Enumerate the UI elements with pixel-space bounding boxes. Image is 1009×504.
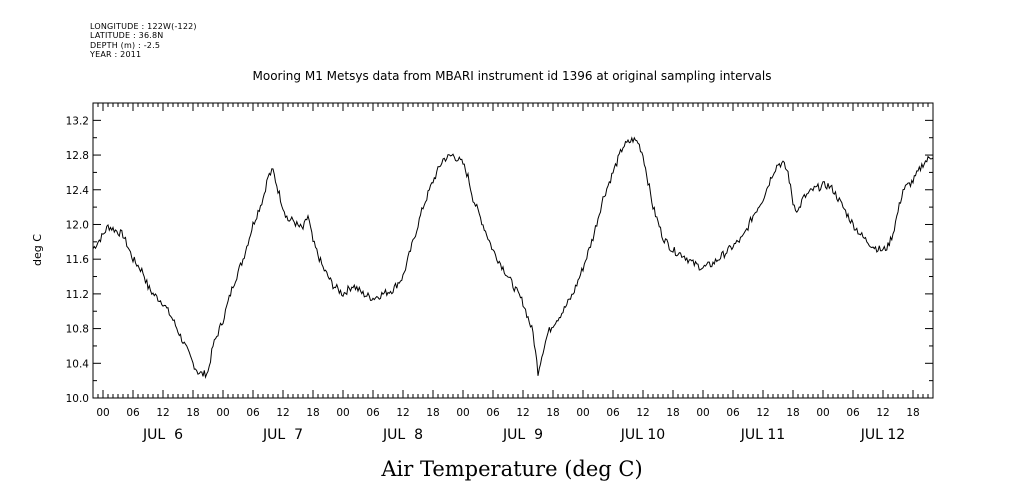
x-tick-label: 06	[726, 407, 740, 419]
day-label: JUL 7	[262, 427, 303, 443]
y-axis-label: deg C	[31, 234, 44, 266]
x-tick-label: 12	[756, 407, 769, 419]
x-tick-label: 06	[846, 407, 860, 419]
x-tick-label: 06	[366, 407, 380, 419]
day-label: JUL 9	[502, 427, 543, 443]
plot-frame	[92, 102, 934, 399]
y-tick-label: 10.0	[66, 393, 89, 405]
day-labels: JUL 6 JUL 7 JUL 8 JUL 9 JUL 10 JUL 11 JUL 12	[142, 427, 905, 443]
y-tick-label: 12.0	[66, 219, 89, 231]
x-tick-label: 12	[636, 407, 649, 419]
latitude-text: LATITUDE : 36.8N	[90, 31, 164, 41]
x-tick-label: 00	[696, 407, 709, 419]
x-tick-label: 18	[786, 407, 799, 419]
day-label: JUL 6	[142, 427, 183, 443]
x-tick-label: 00	[816, 407, 829, 419]
x-tick-label: 18	[666, 407, 679, 419]
x-tick-label: 12	[396, 407, 409, 419]
x-tick-label: 00	[336, 407, 349, 419]
day-label: JUL 10	[620, 427, 665, 443]
x-tick-labels: 00 06 12 18 00 06 12 18 00 06 12 18 00 06 12 18 00 06 12 18…	[96, 407, 919, 419]
x-tick-label: 12	[516, 407, 529, 419]
x-tick-label: 18	[426, 407, 439, 419]
y-tick-label: 10.4	[66, 358, 90, 370]
metadata-block: LONGITUDE : 122W(-122) LATITUDE : 36.8N …	[90, 22, 197, 60]
depth-text: DEPTH (m) : -2.5	[90, 40, 161, 50]
x-axis-label: Air Temperature (deg C)	[380, 457, 642, 481]
year-text: YEAR : 2011	[90, 50, 142, 60]
x-tick-label: 18	[306, 407, 319, 419]
chart-title: Mooring M1 Metsys data from MBARI instru…	[253, 69, 772, 83]
y-tick-label: 12.4	[66, 185, 90, 197]
x-tick-label: 12	[156, 407, 169, 419]
y-tick-labels: 10.0 10.4 10.8 11.2 11.6 12.0 12.4 12.8 13.2	[66, 115, 90, 405]
x-tick-label: 18	[906, 407, 919, 419]
y-tick-label: 11.6	[66, 254, 90, 266]
y-tick-label: 11.2	[66, 289, 89, 301]
x-tick-label: 00	[216, 407, 229, 419]
x-tick-label: 06	[126, 407, 140, 419]
day-label: JUL 12	[860, 427, 905, 443]
day-label: JUL 11	[740, 427, 785, 443]
x-tick-label: 06	[606, 407, 620, 419]
x-tick-label: 12	[276, 407, 289, 419]
longitude-text: LONGITUDE : 122W(-122)	[90, 22, 197, 31]
data-series-line	[92, 136, 934, 379]
y-tick-label: 13.2	[66, 115, 89, 127]
x-tick-label: 00	[96, 407, 109, 419]
y-tick-label: 10.8	[66, 324, 89, 336]
tick-marks	[92, 102, 934, 399]
x-tick-label: 12	[876, 407, 889, 419]
x-tick-label: 06	[246, 407, 260, 419]
x-tick-label: 06	[486, 407, 500, 419]
x-tick-label: 18	[546, 407, 559, 419]
x-tick-label: 18	[186, 407, 199, 419]
day-label: JUL 8	[382, 427, 423, 443]
x-tick-label: 00	[456, 407, 469, 419]
y-tick-label: 12.8	[66, 150, 89, 162]
x-tick-label: 00	[576, 407, 589, 419]
